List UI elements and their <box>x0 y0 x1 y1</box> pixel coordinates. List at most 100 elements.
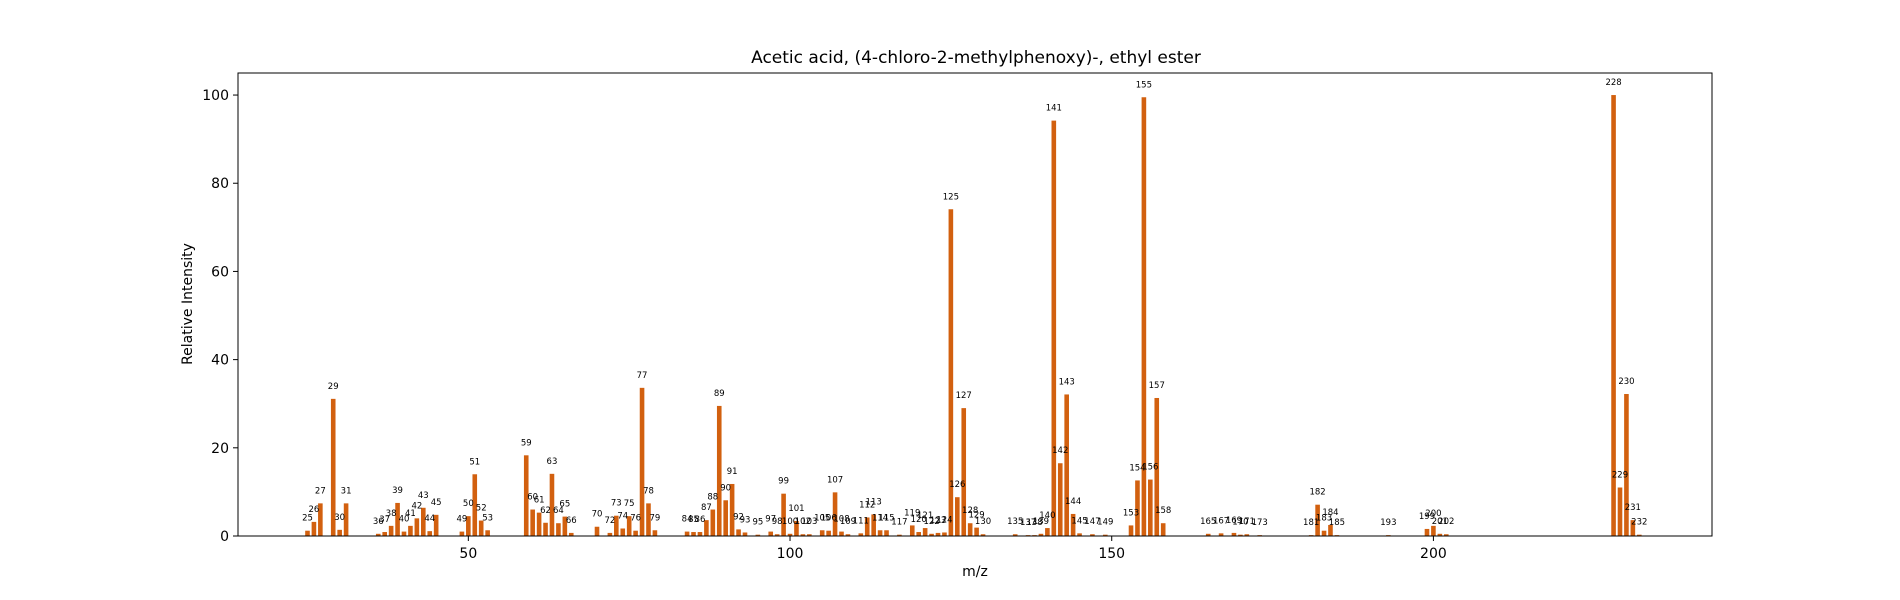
bar-mz-127 <box>961 408 967 536</box>
bars-group <box>305 95 1642 537</box>
bar-mz-31 <box>343 503 349 536</box>
bar-mz-98 <box>774 534 780 536</box>
bar-mz-123 <box>935 532 941 536</box>
peak-label-mz-77: 77 <box>637 371 648 381</box>
bar-mz-37 <box>382 532 387 536</box>
peak-label-mz-37: 37 <box>379 515 390 525</box>
peak-label-mz-44: 44 <box>424 514 435 524</box>
bar-mz-90 <box>723 500 728 536</box>
bar-mz-62 <box>543 522 548 536</box>
peak-label-mz-53: 53 <box>482 513 493 523</box>
peak-label-mz-108: 108 <box>833 515 849 525</box>
bar-mz-100 <box>787 533 793 536</box>
peak-label-mz-112: 112 <box>859 500 875 510</box>
y-tick-label-40: 40 <box>211 353 229 369</box>
peak-label-mz-72: 72 <box>604 516 615 526</box>
bar-mz-53 <box>485 530 490 536</box>
bar-mz-165 <box>1205 533 1211 536</box>
bar-mz-91 <box>729 483 735 536</box>
peak-label-mz-30: 30 <box>334 513 345 523</box>
peak-label-mz-184: 184 <box>1322 508 1338 518</box>
bar-mz-87 <box>704 520 709 536</box>
bar-mz-59 <box>523 455 529 536</box>
peak-label-mz-228: 228 <box>1605 78 1621 88</box>
peak-label-mz-100: 100 <box>782 517 798 527</box>
bar-mz-49 <box>459 531 465 536</box>
peak-label-mz-65: 65 <box>559 500 570 510</box>
peak-label-mz-120: 120 <box>911 515 927 525</box>
bar-mz-169 <box>1231 532 1237 536</box>
x-axis: 50 100 150 200 <box>459 536 1447 562</box>
bar-mz-40 <box>401 531 407 536</box>
x-tick-label-100: 100 <box>777 546 804 562</box>
bar-mz-65 <box>562 516 568 536</box>
peak-label-mz-64: 64 <box>553 506 564 516</box>
peak-label-mz-145: 145 <box>1071 516 1087 526</box>
bar-mz-25 <box>305 530 310 536</box>
peak-label-mz-153: 153 <box>1123 508 1139 518</box>
peak-label-mz-74: 74 <box>617 512 628 522</box>
peak-label-mz-139: 139 <box>1033 517 1049 527</box>
peak-label-mz-149: 149 <box>1097 518 1113 528</box>
peak-label-mz-38: 38 <box>386 509 397 519</box>
bar-mz-147 <box>1090 534 1095 536</box>
bar-mz-77 <box>639 387 645 536</box>
y-tick-label-0: 0 <box>220 529 229 545</box>
bar-mz-113 <box>871 514 876 536</box>
peak-label-mz-76: 76 <box>630 514 641 524</box>
peak-label-mz-170: 170 <box>1232 518 1248 528</box>
y-tick-label-60: 60 <box>211 264 229 280</box>
bar-mz-29 <box>330 398 336 536</box>
peak-label-mz-165: 165 <box>1200 517 1216 527</box>
bar-mz-30 <box>337 529 342 536</box>
peak-label-mz-52: 52 <box>476 504 487 514</box>
peak-label-mz-200: 200 <box>1425 509 1441 519</box>
peak-label-mz-124: 124 <box>936 515 952 525</box>
bar-mz-182 <box>1315 504 1320 536</box>
bar-mz-149 <box>1102 534 1108 536</box>
peak-label-mz-42: 42 <box>411 501 422 511</box>
bar-mz-128 <box>967 523 973 536</box>
peak-label-mz-193: 193 <box>1380 518 1396 528</box>
bar-mz-97 <box>768 531 774 536</box>
peak-label-mz-127: 127 <box>956 391 972 401</box>
x-tick-label-50: 50 <box>459 546 477 562</box>
peak-label-mz-87: 87 <box>701 503 712 513</box>
bar-mz-230 <box>1624 394 1629 536</box>
peak-label-mz-27: 27 <box>315 486 326 496</box>
peak-label-mz-231: 231 <box>1625 503 1641 513</box>
bar-mz-141 <box>1051 120 1057 537</box>
peak-label-mz-92: 92 <box>733 512 744 522</box>
peak-label-mz-130: 130 <box>975 517 991 527</box>
peak-label-mz-79: 79 <box>649 513 660 523</box>
bar-mz-84 <box>684 531 690 536</box>
bar-mz-153 <box>1128 525 1134 536</box>
peak-label-mz-89: 89 <box>714 389 725 399</box>
y-tick-label-100: 100 <box>202 88 229 104</box>
peak-label-mz-111: 111 <box>853 516 869 526</box>
bar-mz-106 <box>826 530 831 536</box>
peak-label-mz-122: 122 <box>923 517 939 527</box>
peak-label-mz-99: 99 <box>778 477 789 487</box>
bar-mz-130 <box>980 534 986 536</box>
peak-label-mz-128: 128 <box>962 506 978 516</box>
bar-mz-61 <box>536 512 542 536</box>
peak-label-mz-102: 102 <box>795 517 811 527</box>
plot-frame <box>237 72 1713 537</box>
peak-label-mz-45: 45 <box>431 498 442 508</box>
bar-mz-119 <box>909 525 915 536</box>
bar-mz-52 <box>478 520 484 536</box>
peak-label-mz-142: 142 <box>1052 446 1068 456</box>
peak-label-mz-29: 29 <box>328 382 339 392</box>
bar-mz-41 <box>408 525 413 536</box>
bar-mz-125 <box>948 209 954 536</box>
bar-mz-129 <box>974 527 979 536</box>
peak-label-mz-167: 167 <box>1213 516 1229 526</box>
peak-label-mz-61: 61 <box>534 496 545 506</box>
bar-mz-50 <box>466 516 471 536</box>
bar-mz-112 <box>864 517 870 536</box>
bar-mz-117 <box>897 534 902 536</box>
bar-mz-154 <box>1135 480 1140 536</box>
